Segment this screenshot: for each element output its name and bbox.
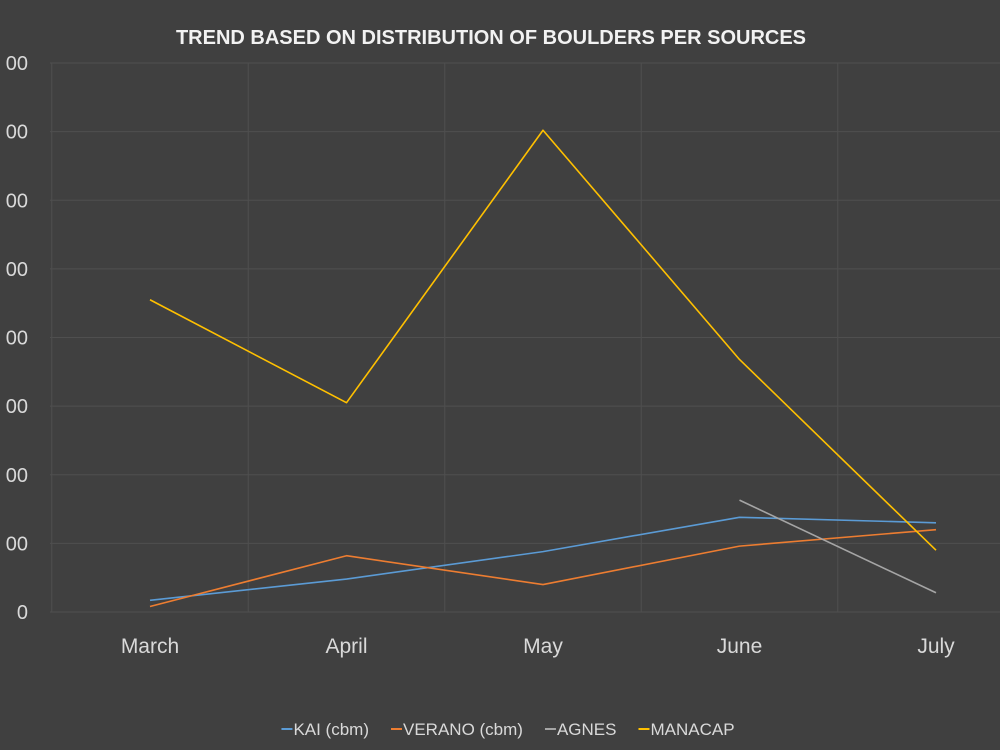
y-tick-label: 00 [6,396,28,418]
legend-label: KAI (cbm) [293,720,369,739]
chart-title: TREND BASED ON DISTRIBUTION OF BOULDERS … [176,27,806,49]
x-axis-tick-labels: March April May June July [121,635,955,658]
series-line [739,499,937,594]
x-tick-label: June [717,635,763,658]
y-tick-label: 00 [6,122,28,144]
legend: KAI (cbm) VERANO (cbm) AGNES MANACAP [281,720,735,739]
legend-label: VERANO (cbm) [403,720,523,739]
x-tick-label: May [523,635,563,658]
x-tick-label: March [121,635,179,658]
series-line [149,516,937,602]
y-tick-label: 00 [6,259,28,281]
y-tick-label: 00 [6,328,28,350]
legend-label: MANACAP [650,720,734,739]
series-lines [149,129,937,608]
y-tick-label: 00 [6,53,28,75]
series-line [149,528,937,608]
legend-label: AGNES [557,720,617,739]
series-line [149,129,937,551]
x-tick-label: July [917,635,955,658]
y-tick-label: 0 [17,602,28,624]
x-tick-label: April [325,635,367,658]
y-tick-label: 00 [6,465,28,487]
y-tick-label: 00 [6,190,28,212]
y-tick-label: 00 [6,533,28,555]
gridlines [50,62,1000,613]
